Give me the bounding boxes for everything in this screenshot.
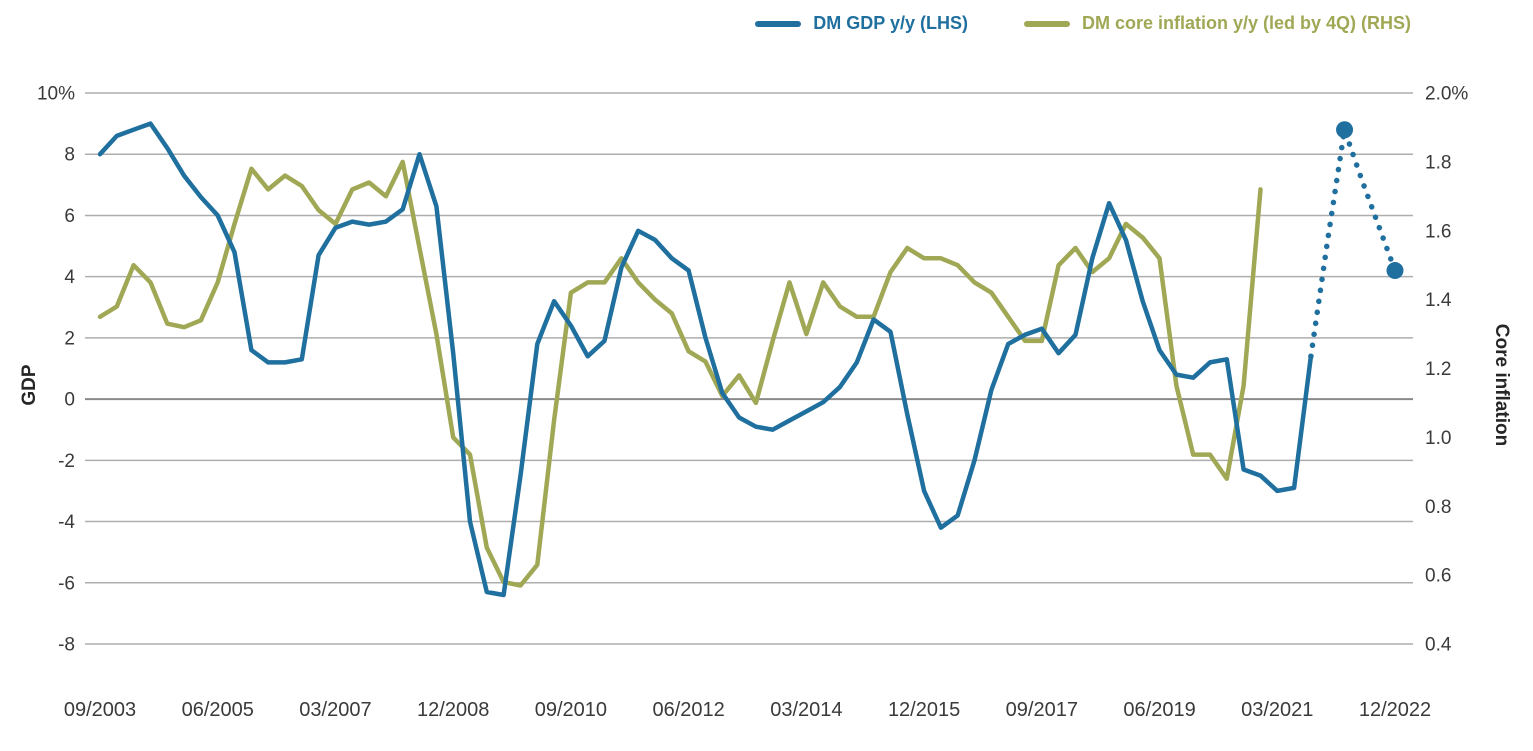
right-axis-tick-label: 1.2: [1425, 359, 1451, 380]
right-axis-tick-label: 0.4: [1425, 635, 1452, 656]
x-axis-tick-label: 06/2019: [1123, 699, 1195, 721]
x-axis-tick-label: 03/2014: [770, 699, 842, 721]
x-axis-tick-label: 12/2015: [888, 699, 960, 721]
x-axis-tick-label: 12/2022: [1359, 699, 1431, 721]
gdp-legend-label: DM GDP y/y (LHS): [813, 13, 968, 33]
x-axis-tick-label: 09/2010: [535, 699, 607, 721]
x-axis-tick-label: 06/2012: [652, 699, 724, 721]
right-axis-tick-label: 0.6: [1425, 566, 1451, 587]
gdp-forecast-marker: [1386, 262, 1404, 280]
inflation-legend-label: DM core inflation y/y (led by 4Q) (RHS): [1081, 13, 1411, 33]
legend-item-core-inflation: DM core inflation y/y (led by 4Q) (RHS): [1023, 13, 1411, 34]
gdp-forecast-marker: [1336, 121, 1354, 139]
left-axis-tick-label: 8: [64, 145, 75, 166]
right-axis-tick-label: 1.4: [1425, 290, 1452, 311]
left-axis-tick-label: 0: [64, 390, 75, 411]
right-axis-tick-label: 1.0: [1425, 428, 1451, 449]
left-axis-tick-label: -6: [58, 573, 75, 594]
chart-legend: DM GDP y/y (LHS) DM core inflation y/y (…: [755, 13, 1411, 34]
gdp-line-solid: [97, 121, 1314, 598]
left-axis-tick-label: -2: [58, 451, 75, 472]
x-axis-tick-label: 03/2021: [1241, 699, 1313, 721]
core-inflation-line: [97, 159, 1263, 588]
right-axis-tick-label: 1.6: [1425, 221, 1451, 242]
left-axis-tick-label: 4: [64, 267, 75, 288]
x-axis-tick-label: 09/2017: [1006, 699, 1078, 721]
x-axis-tick-label: 12/2008: [417, 699, 489, 721]
left-axis-tick-label: 6: [64, 206, 75, 227]
gdp-line-swatch: [755, 20, 802, 27]
left-axis-title: GDP: [19, 364, 40, 406]
left-axis-tick-label: -4: [58, 512, 75, 533]
left-axis-tick-label: 10%: [37, 84, 75, 105]
right-axis-title: Core inflation: [1491, 323, 1512, 447]
left-axis-tick-label: 2: [64, 328, 75, 349]
gdp-line-forecast-dotted: [1308, 126, 1398, 360]
x-axis-tick-label: 06/2005: [182, 699, 254, 721]
right-axis-tick-label: 1.8: [1425, 152, 1451, 173]
right-axis-tick-label: 2.0%: [1425, 84, 1468, 105]
x-axis-tick-label: 09/2003: [64, 699, 136, 721]
legend-item-gdp: DM GDP y/y (LHS): [755, 13, 968, 34]
left-axis-tick-label: -8: [58, 635, 75, 656]
inflation-line-swatch: [1023, 20, 1070, 27]
right-axis-tick-label: 0.8: [1425, 497, 1451, 518]
x-axis-tick-label: 03/2007: [299, 699, 371, 721]
